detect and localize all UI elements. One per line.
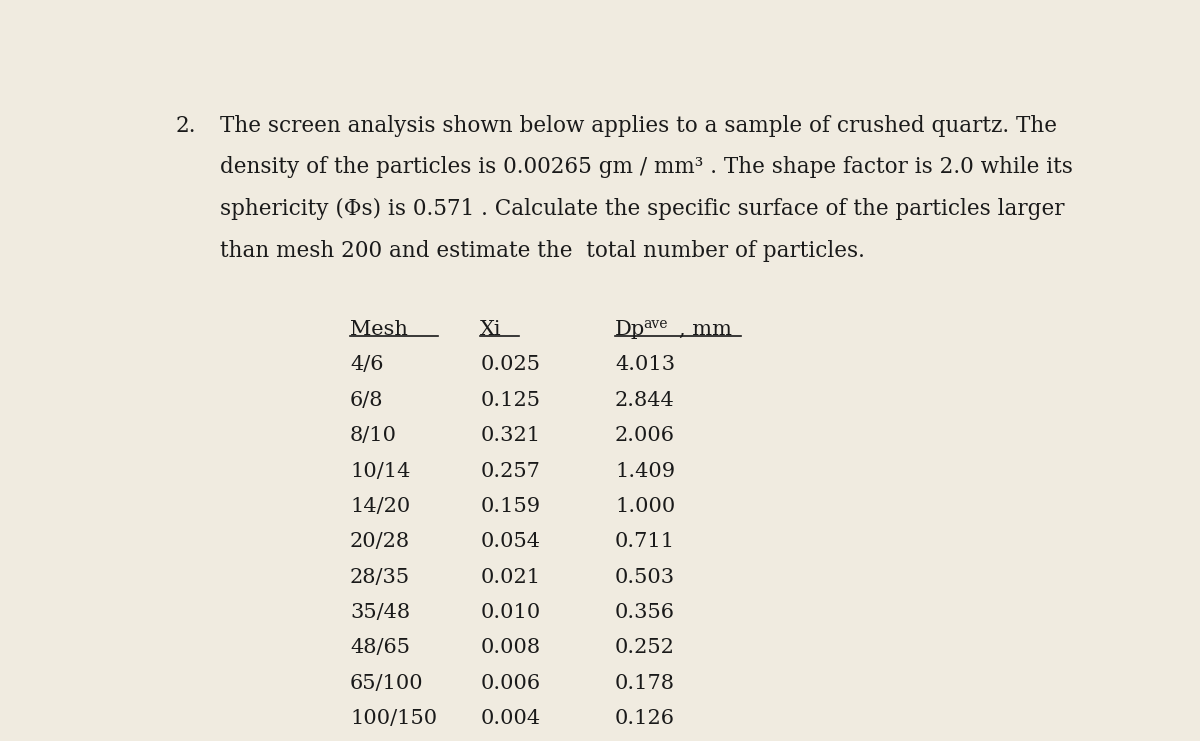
Text: 0.025: 0.025 — [480, 356, 540, 374]
Text: 6/8: 6/8 — [350, 391, 384, 410]
Text: sphericity (Φs) is 0.571 . Calculate the specific surface of the particles large: sphericity (Φs) is 0.571 . Calculate the… — [220, 198, 1064, 220]
Text: 35/48: 35/48 — [350, 603, 410, 622]
Text: 4.013: 4.013 — [616, 356, 676, 374]
Text: 100/150: 100/150 — [350, 709, 437, 728]
Text: 4/6: 4/6 — [350, 356, 384, 374]
Text: 0.503: 0.503 — [616, 568, 676, 587]
Text: 0.711: 0.711 — [616, 532, 676, 551]
Text: 1.000: 1.000 — [616, 497, 676, 516]
Text: 0.257: 0.257 — [480, 462, 540, 480]
Text: 0.252: 0.252 — [616, 639, 674, 657]
Text: 28/35: 28/35 — [350, 568, 410, 587]
Text: 0.004: 0.004 — [480, 709, 540, 728]
Text: Dp: Dp — [616, 320, 646, 339]
Text: 0.008: 0.008 — [480, 639, 540, 657]
Text: , mm: , mm — [679, 320, 732, 339]
Text: 0.321: 0.321 — [480, 426, 540, 445]
Text: 0.178: 0.178 — [616, 674, 674, 693]
Text: 65/100: 65/100 — [350, 674, 424, 693]
Text: 0.021: 0.021 — [480, 568, 540, 587]
Text: The screen analysis shown below applies to a sample of crushed quartz. The: The screen analysis shown below applies … — [220, 115, 1057, 136]
Text: Xi: Xi — [480, 320, 502, 339]
Text: ave: ave — [643, 316, 667, 330]
Text: 0.010: 0.010 — [480, 603, 540, 622]
Text: 0.006: 0.006 — [480, 674, 540, 693]
Text: 0.126: 0.126 — [616, 709, 674, 728]
Text: 14/20: 14/20 — [350, 497, 410, 516]
Text: 1.409: 1.409 — [616, 462, 676, 480]
Text: 0.159: 0.159 — [480, 497, 540, 516]
Text: Mesh: Mesh — [350, 320, 408, 339]
Text: 8/10: 8/10 — [350, 426, 397, 445]
Text: 10/14: 10/14 — [350, 462, 410, 480]
Text: 2.844: 2.844 — [616, 391, 674, 410]
Text: 0.356: 0.356 — [616, 603, 674, 622]
Text: than mesh 200 and estimate the  total number of particles.: than mesh 200 and estimate the total num… — [220, 239, 865, 262]
Text: 48/65: 48/65 — [350, 639, 410, 657]
Text: 2.: 2. — [176, 115, 197, 136]
Text: 2.006: 2.006 — [616, 426, 674, 445]
Text: 0.054: 0.054 — [480, 532, 540, 551]
Text: 0.125: 0.125 — [480, 391, 540, 410]
Text: density of the particles is 0.00265 gm / mm³ . The shape factor is 2.0 while its: density of the particles is 0.00265 gm /… — [220, 156, 1073, 179]
Text: 20/28: 20/28 — [350, 532, 410, 551]
